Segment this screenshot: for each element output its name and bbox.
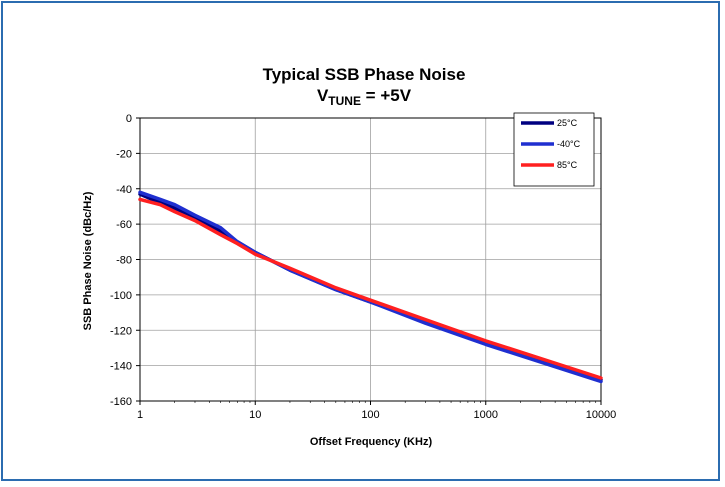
y-tick-label: -120 bbox=[110, 325, 132, 337]
x-tick-label: 10000 bbox=[586, 409, 617, 421]
chart-frame: Typical SSB Phase Noise VTUNE = +5V 0 -20… bbox=[1, 1, 720, 481]
legend-box bbox=[513, 112, 595, 187]
y-tick-label: -140 bbox=[110, 361, 132, 373]
title-v: V bbox=[317, 86, 329, 105]
legend-entry-label: -40°C bbox=[557, 139, 581, 149]
y-tick-label: -80 bbox=[116, 255, 132, 267]
plot-area: 0 -20 -40 -60 -80 -100 -120 -140 -160 1 10 100 1000 1… bbox=[110, 112, 617, 421]
x-axis-label: Offset Frequency (KHz) bbox=[310, 436, 433, 448]
chart-title-line2: VTUNE = +5V bbox=[317, 86, 412, 108]
title-subscript: TUNE bbox=[328, 94, 361, 108]
y-axis-label: SSB Phase Noise (dBc/Hz) bbox=[82, 191, 94, 330]
y-tick-label: 0 bbox=[126, 113, 132, 125]
y-tick-label: -160 bbox=[110, 396, 132, 408]
x-tick-label: 1 bbox=[137, 409, 143, 421]
legend-entry-label: 85°C bbox=[557, 160, 578, 170]
title-suffix: = +5V bbox=[361, 86, 412, 105]
chart-title-line1: Typical SSB Phase Noise bbox=[263, 65, 466, 84]
x-tick-label: 100 bbox=[361, 409, 379, 421]
y-tick-label: -20 bbox=[116, 148, 132, 160]
series-line bbox=[138, 197, 603, 380]
y-tick-label: -40 bbox=[116, 184, 132, 196]
plot-border bbox=[139, 117, 602, 402]
x-tick-label: 10 bbox=[249, 409, 261, 421]
y-tick-label: -100 bbox=[110, 290, 132, 302]
y-tick-label: -60 bbox=[116, 219, 132, 231]
x-tick-label: 1000 bbox=[474, 409, 498, 421]
legend-entry-label: 25°C bbox=[557, 118, 578, 128]
phase-noise-chart: Typical SSB Phase Noise VTUNE = +5V 0 -20… bbox=[82, 65, 617, 448]
